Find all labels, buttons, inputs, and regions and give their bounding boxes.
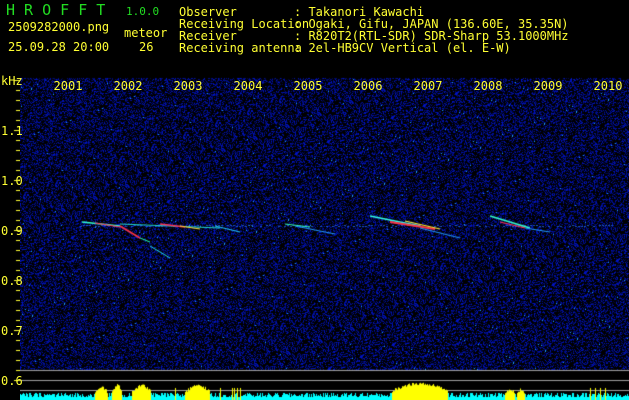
x-tick-label: 2010 xyxy=(593,79,623,93)
info-label-receiver: Receiver xyxy=(179,29,237,43)
y-unit-label: kHz xyxy=(1,74,23,88)
x-tick-label: 2003 xyxy=(173,79,203,93)
info-value-antenna: : 2el-HB9CV Vertical (el. E-W) xyxy=(294,41,511,55)
x-tick-label: 2006 xyxy=(353,79,383,93)
x-tick-label: 2002 xyxy=(113,79,143,93)
y-tick-label: 1.1 xyxy=(1,124,23,138)
meteor-count: 26 xyxy=(139,40,154,54)
info-label-location: Receiving Location xyxy=(179,17,310,31)
info-label-observer: Observer xyxy=(179,5,237,19)
y-tick-label: 0.7 xyxy=(1,324,23,338)
y-tick-label: 0.9 xyxy=(1,224,23,238)
x-tick-label: 2009 xyxy=(533,79,563,93)
y-tick-label: 1.0 xyxy=(1,174,23,188)
y-tick-label: 0.8 xyxy=(1,274,23,288)
x-tick-label: 2005 xyxy=(293,79,323,93)
info-label-antenna: Receiving antenna xyxy=(179,41,302,55)
app-title: H R O F F T xyxy=(6,1,106,19)
app-version: 1.0.0 xyxy=(126,5,160,18)
info-value-observer: : Takanori Kawachi xyxy=(294,5,425,19)
info-value-location: : Ogaki, Gifu, JAPAN (136.60E, 35.35N) xyxy=(294,17,569,31)
x-tick-label: 2004 xyxy=(233,79,263,93)
file-datetime: 25.09.28 20:00 xyxy=(8,40,110,54)
x-tick-label: 2008 xyxy=(473,79,503,93)
y-tick-label: 0.6 xyxy=(1,374,23,388)
meteor-label: meteor xyxy=(124,26,168,40)
x-tick-label: 2001 xyxy=(53,79,83,93)
file-name: 2509282000.png xyxy=(8,20,110,34)
info-value-receiver: : R820T2(RTL-SDR) SDR-Sharp 53.1000MHz xyxy=(294,29,569,43)
y-axis-ticks xyxy=(0,76,20,400)
spectrogram xyxy=(20,76,629,400)
x-tick-label: 2007 xyxy=(413,79,443,93)
